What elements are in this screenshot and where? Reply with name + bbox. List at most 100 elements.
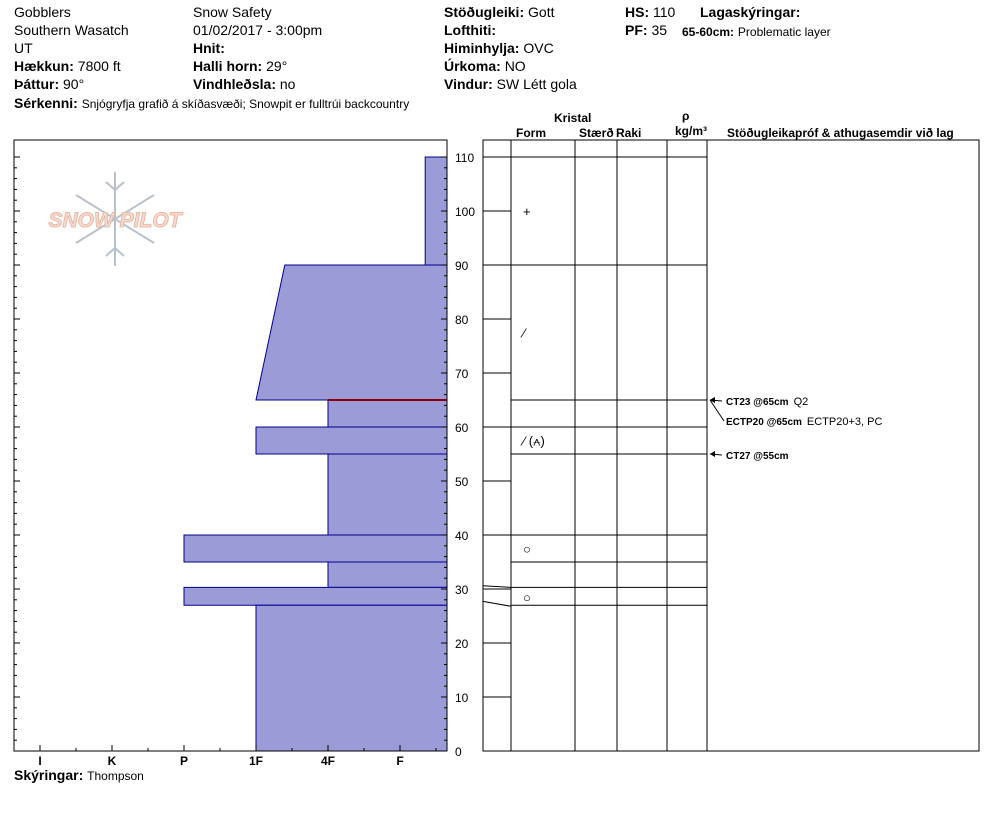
hardness-layer-7 [183, 586, 448, 606]
grain-symbol-1: ⁄ [520, 326, 527, 341]
layer-connector-30 [482, 585, 512, 588]
grain-symbol-2: ⁄ (⩜) [520, 434, 545, 449]
hs-value: 110 [653, 4, 676, 20]
precip-value: NO [504, 58, 526, 74]
test-note-0: Q2 [794, 396, 809, 408]
aspect: Þáttur: 90° [14, 76, 84, 92]
slope-label: Halli horn: [193, 58, 263, 74]
hardness-layer-5 [183, 534, 448, 563]
hardness-layer-1 [255, 264, 448, 401]
form-header: Form [516, 126, 546, 140]
test-code-1: ECTP20 @65cm [726, 417, 802, 428]
grain-column: + ⁄ ⁄ (⩜) ○ ○ [520, 204, 545, 605]
test-code-2: CT27 @55cm [726, 451, 789, 462]
y-tick-label-100: 100 [455, 205, 475, 219]
x-tick-label-P: P [180, 754, 188, 768]
coords-label: Hnit: [193, 40, 225, 56]
slope-value: 29° [266, 58, 288, 74]
sky-value: OVC [523, 40, 554, 56]
y-tick-label-40: 40 [455, 529, 469, 543]
test-arrowhead-1 [710, 397, 715, 403]
location: Gobblers [14, 4, 71, 20]
stability-tests: CT23 @65cm Q2 ECTP20 @65cm ECTP20+3, PC CT27… [709, 396, 882, 462]
logo-text: SNOW PILOT [49, 209, 184, 232]
tests-header: Stöðugleikapróf & athugasemdir við lag [727, 126, 954, 140]
grain-symbol-3: ○ [523, 542, 531, 557]
wind-load-value: no [279, 76, 296, 92]
state: UT [14, 40, 33, 56]
y-tick-label-10: 10 [455, 691, 469, 705]
y-tick-label-20: 20 [455, 637, 469, 651]
slope: Halli horn: 29° [193, 58, 287, 74]
wind-value: SW Létt gola [496, 76, 577, 92]
datetime: 01/02/2017 - 3:00pm [193, 22, 323, 38]
test-label-0: CT23 @65cm Q2 [726, 396, 808, 408]
pf-label: PF: [625, 22, 648, 38]
grain-symbol-0: + [523, 204, 531, 219]
notes: Skýringar: Thompson [14, 767, 144, 784]
features-label: Sérkenni: [14, 95, 78, 111]
hs-label: HS: [625, 4, 650, 20]
notes-label: Skýringar: [14, 767, 84, 783]
test-label-1: ECTP20 @65cm ECTP20+3, PC [726, 416, 882, 428]
test-arrowhead-2 [710, 451, 715, 457]
y-tick-label-0: 0 [455, 745, 462, 759]
stability-label: Stöðugleiki: [444, 4, 525, 20]
y-tick-label-50: 50 [455, 475, 469, 489]
size-header: Stærð [579, 126, 614, 140]
precip-label: Úrkoma: [444, 58, 501, 74]
elevation-value: 7800 ft [77, 58, 121, 74]
air-temp-label: Lofthiti: [444, 22, 497, 38]
chart-axes: 0 10 20 30 40 50 60 70 80 90 100 110 I K P 1F 4F F [13, 139, 980, 768]
snowpilot-logo: SNOW PILOT [48, 172, 184, 266]
hardness-profile [183, 156, 448, 752]
layer-notes-label: Lagaskýringar: [700, 4, 801, 20]
y-tick-label-80: 80 [455, 313, 469, 327]
x-tick-label-F: F [396, 754, 403, 768]
sky-label: Himinhylja: [444, 40, 520, 56]
pf: PF: 35 [625, 22, 667, 38]
hardness-layer-8 [255, 604, 448, 752]
y-tick-label-110: 110 [455, 151, 474, 165]
layer-note-depth: 65-60cm: [682, 25, 735, 39]
precip: Úrkoma: NO [444, 58, 526, 74]
notes-value: Thompson [87, 769, 144, 783]
y-tick-label-30: 30 [455, 583, 469, 597]
layer-note-text: Problematic layer [737, 25, 831, 39]
x-tick-label-K: K [108, 754, 117, 768]
x-tick-label-4F: 4F [321, 754, 335, 768]
elevation-label: Hækkun: [14, 58, 74, 74]
hardness-plot-frame [13, 139, 448, 752]
test-label-2: CT27 @55cm [726, 451, 789, 462]
hardness-layer-3 [255, 426, 448, 455]
features-value: Snjógryfja grafið á skíðasvæði; Snowpit … [81, 97, 410, 111]
test-pointer-1 [709, 399, 725, 422]
range: Southern Wasatch [14, 22, 129, 38]
x-tick-label-1F: 1F [249, 754, 263, 768]
wind-label: Vindur: [444, 76, 493, 92]
sky: Himinhylja: OVC [444, 40, 554, 56]
test-code-0: CT23 @65cm [726, 397, 789, 408]
test-note-1: ECTP20+3, PC [807, 416, 883, 428]
layer-note: 65-60cm: Problematic layer [682, 23, 831, 40]
grain-symbol-4: ○ [523, 590, 531, 605]
crystal-header: Kristal [554, 111, 592, 125]
stability: Stöðugleiki: Gott [444, 4, 554, 20]
rho-header: ρ [682, 109, 690, 123]
features: Sérkenni: Snjógryfja grafið á skíðasvæði… [14, 95, 409, 112]
stability-value: Gott [528, 4, 555, 20]
x-tick-label-I: I [38, 754, 41, 768]
hardness-layer-2 [327, 399, 448, 428]
density-unit-header: kg/m³ [675, 124, 708, 138]
y-tick-label-90: 90 [455, 259, 469, 273]
hardness-layer-4 [327, 453, 448, 536]
snowflake-icon [75, 172, 155, 266]
wind-load-label: Vindhleðsla: [193, 76, 276, 92]
org: Snow Safety [193, 4, 272, 20]
wind-load: Vindhleðsla: no [193, 76, 295, 92]
wind: Vindur: SW Létt gola [444, 76, 577, 92]
moisture-header: Raki [616, 126, 642, 140]
y-tick-label-60: 60 [455, 421, 469, 435]
y-tick-label-70: 70 [455, 367, 469, 381]
